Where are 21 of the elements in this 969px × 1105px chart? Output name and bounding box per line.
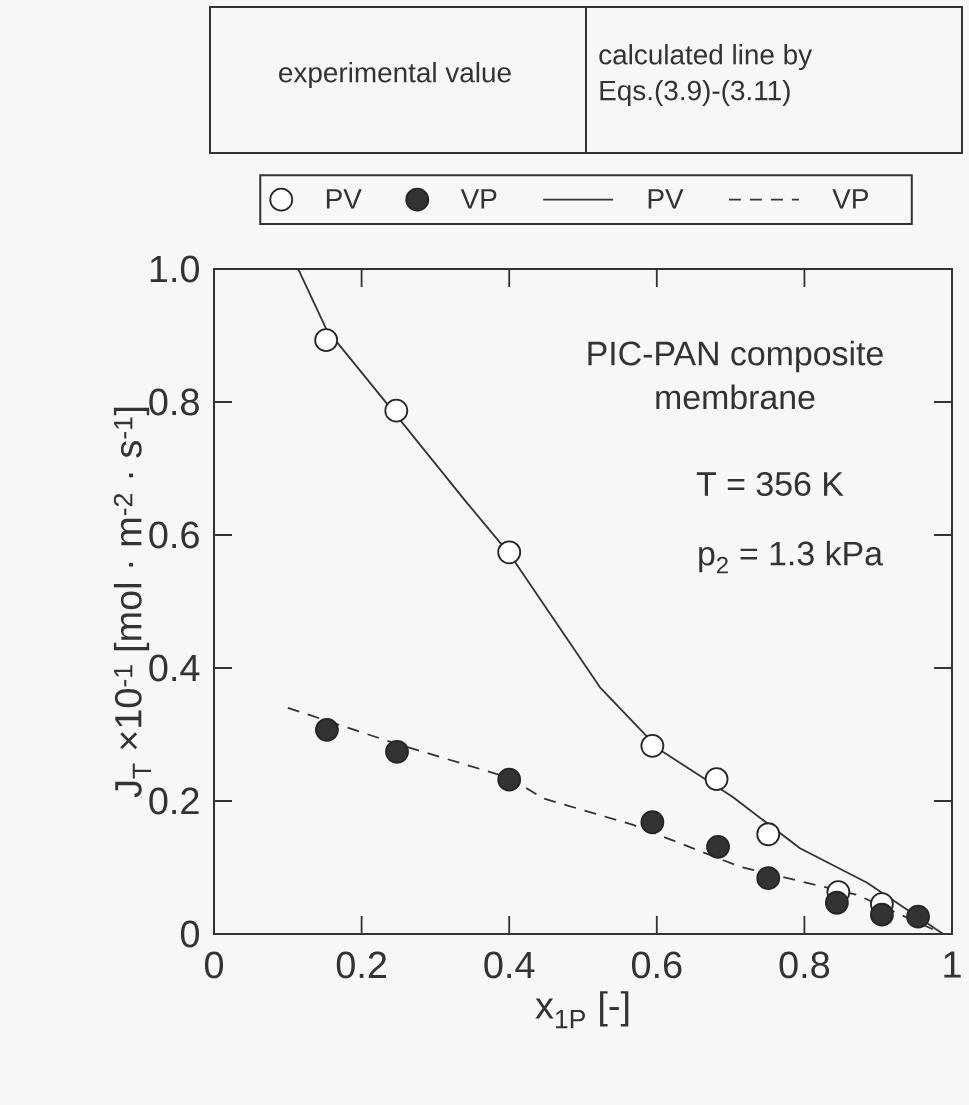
legend-label: VP	[460, 189, 497, 209]
y-tick-label: 0.8	[149, 388, 199, 416]
x-tick-label: 0.8	[779, 951, 830, 979]
legend-label: VP	[832, 189, 868, 209]
x-tick-label: 0.2	[336, 951, 387, 979]
y-tick-label: 0	[180, 920, 199, 948]
y-tick-label: 0.4	[149, 654, 200, 682]
y-tick-label: 0.6	[149, 521, 199, 549]
x-tick-label: 0	[204, 951, 224, 979]
x-tick-label: 1	[944, 951, 961, 978]
x-tick-label: 0.4	[484, 951, 535, 979]
annotation: p$_{2}$ = 1.3 kPa	[699, 540, 883, 574]
x-tick-label: 0.6	[631, 951, 682, 979]
legend-label: PV	[648, 189, 684, 209]
x-axis-title: x$_{1P}$ [-]	[535, 991, 629, 1029]
legend-label: PV	[326, 189, 362, 209]
annotation: PIC-PAN composite membrane	[588, 340, 883, 410]
y-tick-label: 1.0	[150, 255, 199, 283]
text: experimental value	[279, 62, 511, 88]
text: calculated line by Eqs.(3.9)-(3.11)	[599, 44, 813, 106]
annotation: T = 356 K	[696, 472, 844, 496]
